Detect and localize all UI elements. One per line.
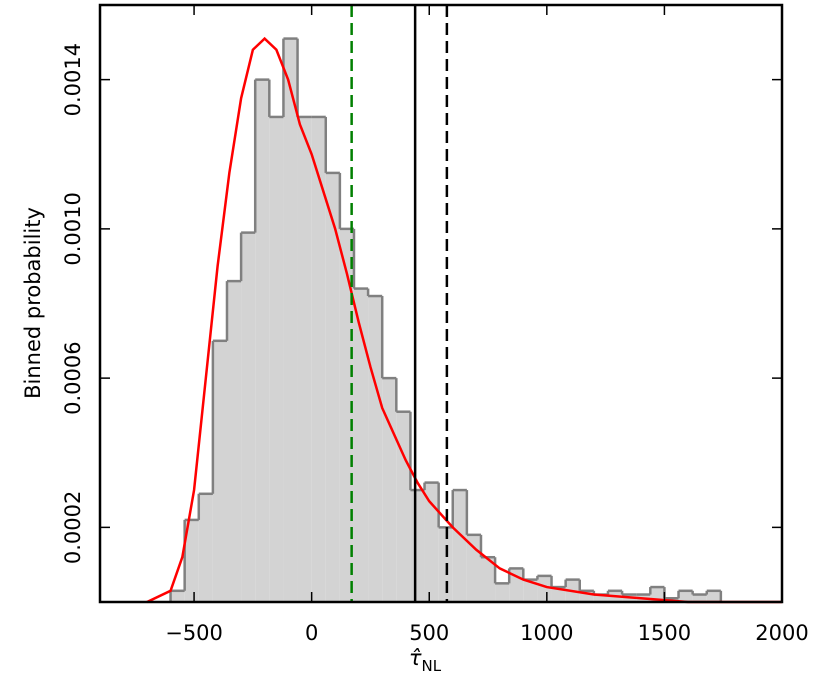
- bar: [523, 579, 538, 602]
- x-label-subscript: NL: [422, 657, 442, 675]
- x-tick-label: −500: [165, 621, 223, 645]
- bar: [184, 519, 199, 602]
- y-tick-label: 0.0014: [61, 43, 85, 116]
- bar: [678, 590, 693, 602]
- bar: [452, 490, 467, 602]
- plot-frame: [98, 3, 784, 604]
- bar: [269, 116, 284, 602]
- bar: [495, 583, 510, 602]
- bar: [170, 590, 185, 602]
- bar: [593, 594, 608, 602]
- bar: [410, 490, 425, 602]
- bar: [325, 172, 340, 602]
- bar: [311, 116, 326, 602]
- bar: [368, 296, 383, 602]
- bar: [198, 493, 213, 602]
- bar: [579, 590, 594, 602]
- x-tick-label: 500: [409, 621, 449, 645]
- bar: [706, 590, 721, 602]
- x-tick-label: 1000: [520, 621, 573, 645]
- bar: [297, 116, 312, 602]
- bar: [480, 557, 496, 602]
- bar: [283, 38, 298, 603]
- x-label-symbol: τ̂: [409, 646, 422, 670]
- y-axis-label: Binned probability: [21, 207, 45, 399]
- x-tick-label: 2000: [755, 621, 808, 645]
- y-tick-label: 0.0010: [61, 192, 85, 265]
- x-axis-label: τ̂NL: [409, 646, 442, 675]
- bar: [692, 594, 707, 602]
- y-tick-label: 0.0006: [61, 341, 85, 414]
- bar: [551, 587, 566, 602]
- x-tick-label: 1500: [638, 621, 691, 645]
- bar: [241, 232, 256, 602]
- bar: [255, 79, 270, 602]
- bar: [212, 340, 227, 602]
- bar: [466, 534, 481, 602]
- bar: [537, 575, 552, 602]
- bar: [226, 281, 242, 602]
- y-tick-label: 0.0002: [61, 491, 85, 564]
- bar: [424, 482, 439, 602]
- bar: [396, 411, 411, 602]
- x-tick-label: 0: [305, 621, 318, 645]
- bar: [353, 288, 369, 602]
